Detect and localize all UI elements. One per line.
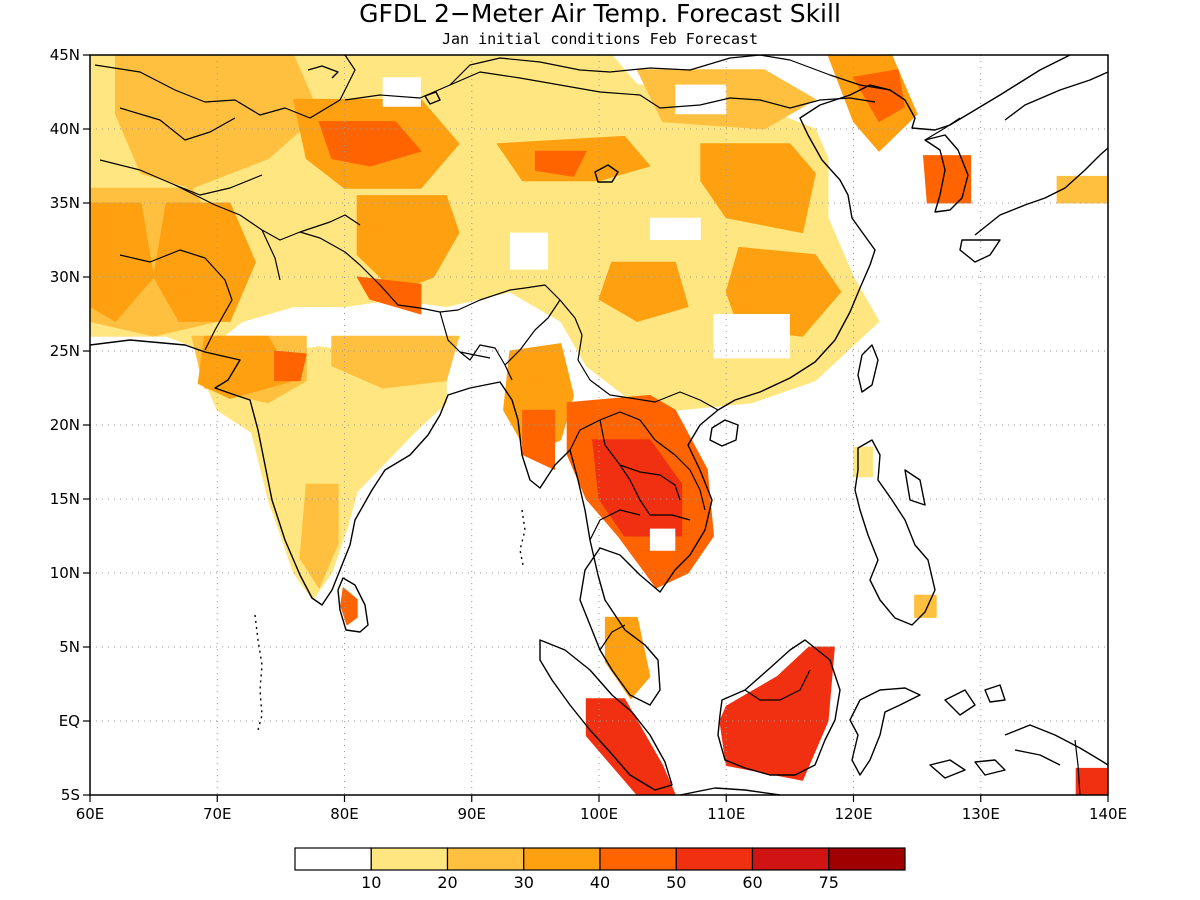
border-bangladesh-myanmar xyxy=(439,299,561,381)
coastline-islands xyxy=(929,684,1006,779)
skill-region-manchuria-core xyxy=(853,69,905,123)
x-tick-label: 130E xyxy=(962,805,1000,823)
colorbar-label: 60 xyxy=(742,873,762,892)
map-title: GFDL 2−Meter Air Temp. Forecast Skill xyxy=(359,0,841,28)
skill-region-sumatra xyxy=(585,698,676,795)
y-tick-label: 25N xyxy=(50,342,80,360)
skill-region-myanmar-core xyxy=(522,409,555,470)
border-malaya-thailand xyxy=(599,624,626,651)
coastline-hainan xyxy=(709,419,739,447)
border-central-asia xyxy=(94,55,356,196)
colorbar-swatch xyxy=(446,847,525,871)
y-tick-label: 40N xyxy=(50,120,80,138)
lake-qinghai xyxy=(594,164,619,183)
coastline-korea xyxy=(924,134,969,213)
skill-gap-taklimakan-gap xyxy=(509,232,549,270)
skill-region-new-guinea xyxy=(1075,767,1108,795)
coastline-java xyxy=(679,787,781,795)
colorbar-label: 30 xyxy=(514,873,534,892)
coastline-sri-lanka xyxy=(337,577,369,633)
skill-region-tibet-north xyxy=(356,195,460,293)
y-tick-label: 10N xyxy=(50,564,80,582)
skill-region-mindanao xyxy=(914,594,937,618)
colorbar-label: 75 xyxy=(819,873,839,892)
country-borders xyxy=(94,55,1081,795)
lake-baikal-arm xyxy=(424,91,441,105)
map-subtitle: Jan initial conditions Feb Forecast xyxy=(442,30,758,48)
coastlines xyxy=(90,55,1108,795)
y-tick-label: EQ xyxy=(59,712,80,730)
coastline-arabian-sea xyxy=(90,55,1071,706)
skill-region-luzon xyxy=(853,446,874,478)
skill-gap-gobi-gap xyxy=(675,84,727,115)
skill-gap-yunnan-gap xyxy=(713,314,790,359)
border-mongolia-russia xyxy=(449,55,761,86)
x-tick-label: 70E xyxy=(203,805,232,823)
colorbar-label: 10 xyxy=(361,873,381,892)
colorbar-swatch xyxy=(828,847,906,871)
border-borneo xyxy=(744,669,811,701)
skill-fill-layer xyxy=(90,55,1108,795)
axes: 60E 70E 80E 90E 100E 110E 120E 130E 140E 45N 40N 35… xyxy=(50,46,1127,823)
border-indochina xyxy=(569,411,706,541)
skill-region-malaya xyxy=(604,616,651,700)
skill-region-gangetic xyxy=(331,335,460,389)
skill-region-north-china xyxy=(700,143,816,234)
skill-region-sichuan xyxy=(598,261,689,322)
coastline-sumatra xyxy=(539,639,673,791)
y-tick-label: 30N xyxy=(50,268,80,286)
y-tick-label: 5N xyxy=(59,638,80,656)
border-new-guinea xyxy=(1074,739,1081,795)
border-northeast xyxy=(759,55,961,141)
skill-region-korea xyxy=(923,155,972,204)
coastline-new-guinea xyxy=(1004,724,1108,766)
coastline-japan xyxy=(959,71,1108,263)
colorbar: 10 20 30 40 50 60 75 xyxy=(294,847,906,892)
colorbar-swatch xyxy=(675,847,754,871)
colorbar-swatch xyxy=(599,847,677,871)
colorbar-label: 20 xyxy=(437,873,457,892)
coastline-philippines xyxy=(854,439,936,626)
skill-region-sri-lanka xyxy=(340,587,358,626)
border-india-tibet xyxy=(299,231,583,336)
y-tick-label: 20N xyxy=(50,416,80,434)
colorbar-swatch xyxy=(294,847,372,871)
skill-region-gujarat-core xyxy=(274,350,307,382)
colorbar-label: 50 xyxy=(666,873,686,892)
colorbar-swatch xyxy=(751,847,830,871)
coastline-taiwan xyxy=(857,344,879,393)
skill-gap-tonlesap-gap xyxy=(649,528,676,551)
border-afghanistan-pakistan xyxy=(119,184,361,351)
skill-gap-tibet-gap xyxy=(649,217,701,240)
colorbar-swatch xyxy=(370,847,449,871)
border-china-mongolia xyxy=(344,71,876,109)
skill-region-myanmar-north xyxy=(503,343,574,456)
x-tick-label: 80E xyxy=(330,805,359,823)
lake-balkhash xyxy=(307,65,339,79)
x-tick-label: 140E xyxy=(1089,805,1127,823)
x-tick-label: 90E xyxy=(457,805,486,823)
skill-region-india-south xyxy=(299,483,339,589)
coastline-andaman xyxy=(519,509,526,566)
coastline-borneo xyxy=(717,639,841,776)
colorbar-swatch xyxy=(523,847,601,871)
skill-region-tarim-core xyxy=(318,121,422,167)
x-tick-label: 100E xyxy=(580,805,618,823)
colorbar-label: 40 xyxy=(590,873,610,892)
coastline-sulawesi xyxy=(849,687,921,776)
y-tick-label: 5S xyxy=(61,786,80,804)
skill-region-japan xyxy=(1056,175,1108,204)
x-tick-label: 120E xyxy=(834,805,872,823)
border-myanmar-china xyxy=(577,334,719,411)
y-tick-label: 45N xyxy=(50,46,80,64)
x-tick-label: 110E xyxy=(707,805,745,823)
y-tick-label: 15N xyxy=(50,490,80,508)
x-tick-label: 60E xyxy=(76,805,105,823)
y-tick-label: 35N xyxy=(50,194,80,212)
coastline-maldives xyxy=(254,614,263,731)
skill-gap-mongolia-gap xyxy=(382,77,421,107)
skill-region-qilian-core xyxy=(534,150,587,177)
skill-region-north-zone xyxy=(90,55,880,411)
